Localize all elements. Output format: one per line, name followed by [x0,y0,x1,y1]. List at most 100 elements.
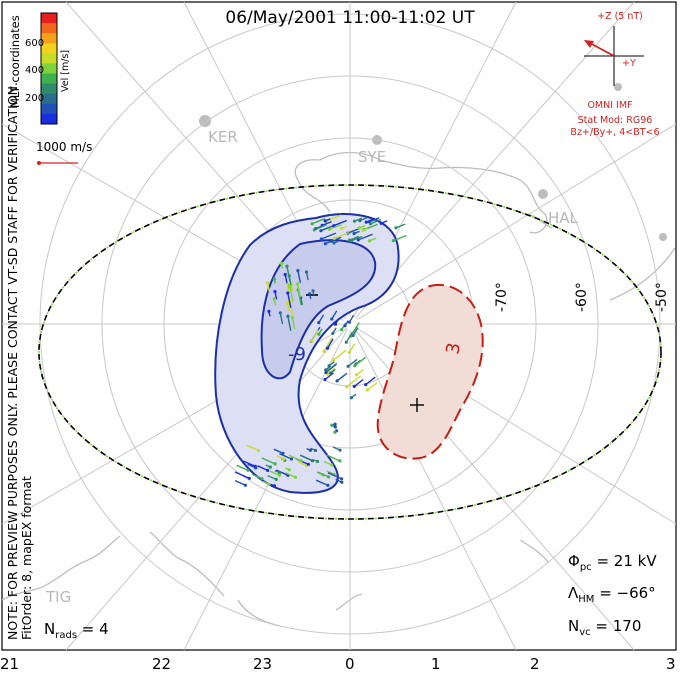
velocity-vector [289,286,294,302]
velocity-vector [243,460,256,467]
velocity-colorbar [41,13,57,125]
colorbar-segment [41,43,57,54]
velocity-vector [279,312,284,325]
scale-vector-dot [37,161,41,165]
velocity-vector [347,358,358,367]
velocity-vector [273,298,277,306]
mlt-tick-21: 21 [0,655,20,673]
velocity-vector [246,444,259,452]
colorbar-frame [40,12,58,125]
velocity-vector [330,368,336,374]
imf-arrowhead [584,40,594,48]
colorbar-segment [41,53,57,64]
velocity-vector [285,472,296,478]
velocity-vector [350,393,357,399]
velocity-vector [286,303,290,312]
velocity-vector [309,293,312,300]
velocity-vector [350,322,360,337]
velocity-vector [274,470,280,474]
velocity-vector [327,367,336,375]
velocity-vector [380,220,388,224]
lambda-symbol: Λ [568,584,579,602]
velocity-vector [334,232,349,240]
velocity-vector [321,232,337,240]
imf-z-label: +Z (5 nT) [597,11,643,22]
velocity-vector [356,368,364,376]
velocity-vector [362,227,369,232]
plot-frame [1,1,677,651]
velocity-vector [323,460,332,466]
velocity-vector [365,217,376,223]
vector-origin [333,430,337,434]
lambda-subscript: HM [578,594,595,605]
velocity-vector [299,454,313,462]
velocity-vector [327,362,338,371]
velocity-vector [287,292,292,308]
velocity-vector [296,283,301,298]
lat-label-70: -70° [494,282,510,312]
hm-latitude: ΛHM = −66° [568,584,656,605]
velocity-vector [297,270,302,283]
velocity-vector [279,453,292,460]
velocity-vector [268,311,271,317]
velocity-vector [354,217,363,222]
velocity-vector [332,327,337,334]
velocity-vector [262,480,270,485]
vector-count: Nvc = 170 [568,617,641,638]
velocity-vector [275,469,289,476]
velocity-vector [352,327,359,336]
velocity-vector [359,216,369,222]
velocity-vector [323,337,333,352]
velocity-vector [327,472,342,480]
velocity-vector [297,461,307,467]
velocity-vector [354,356,367,367]
fit-order: FitOrder: 8, mapEX format [19,476,34,640]
velocity-vector [312,290,315,296]
nvc-symbol: N [568,617,580,635]
mlt-tick-0: 0 [345,655,355,673]
velocity-vector [341,225,347,230]
velocity-vector [288,454,302,462]
mlt-tick-2: 2 [530,655,540,673]
stat-model-name: Stat Mod: RG96 [577,115,653,126]
colorbar-segment [41,33,57,44]
colorbar-tick-600: 600 [25,38,45,49]
velocity-vector [234,479,246,486]
velocity-vectors [234,214,407,488]
mlt-tick-1: 1 [431,655,441,673]
hm-boundary-outline [38,184,662,520]
colorbar-segment [41,83,57,95]
velocity-vector [311,218,325,225]
velocity-vector [306,447,311,451]
colorbar-segment [41,63,57,75]
velocity-vector [326,338,334,349]
nrads-subscript: rads [55,630,78,641]
phi-subscript: pc [579,562,592,573]
velocity-vector [318,314,325,323]
velocity-vector [333,219,347,227]
imf-vector [587,41,615,57]
velocity-vector [370,218,382,225]
nvc-value: = 170 [590,617,642,635]
map-title: 06/May/2001 11:00-11:02 UT [225,8,475,28]
velocity-vector [366,381,378,391]
velocity-vector [313,459,318,463]
velocity-vector [346,375,362,388]
nrads-value: = 4 [77,620,109,638]
velocity-vector [311,329,319,342]
velocity-vector [350,235,363,242]
velocity-vector [336,372,348,382]
velocity-vector [318,328,323,335]
vector-origin [333,425,337,429]
velocity-vector [324,218,331,222]
preview-watermark: NOTE: FOR PREVIEW PURPOSES ONLY. PLEASE … [5,82,20,640]
scale-vector-label: 1000 m/s [36,140,93,154]
colorbar-segment [41,103,57,115]
velocity-vector [365,376,376,386]
nvc-subscript: vc [579,627,591,638]
velocity-vector [326,470,335,475]
velocity-vector [334,318,340,325]
pole-marker [344,316,358,330]
velocity-vector [353,230,360,235]
velocity-vector [395,223,406,229]
